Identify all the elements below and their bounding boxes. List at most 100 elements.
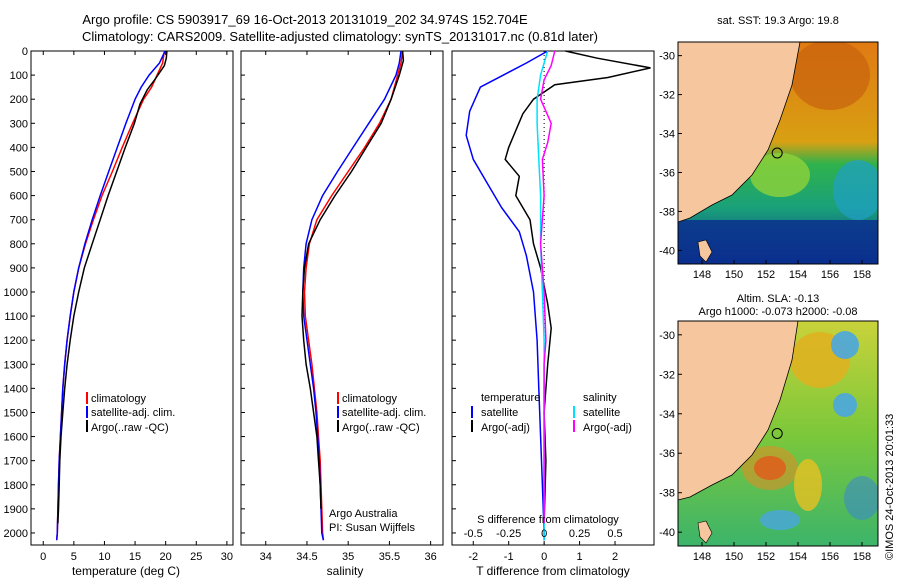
latitude-label: -40 xyxy=(659,245,675,257)
temperature-panel: 0100200300400500600700800900100011001200… xyxy=(4,46,234,578)
sla-map-axes: 148 150 152 154 156 158 -30 -32 -34 -36 -38 -40 xyxy=(659,330,871,563)
sst-cold-band xyxy=(678,220,878,264)
x-tick-label: 36 xyxy=(425,551,437,563)
australia-land xyxy=(678,321,798,500)
x-tick-label: 0 xyxy=(40,551,46,563)
y-tick-label: 1100 xyxy=(4,311,28,323)
series-line xyxy=(539,50,556,524)
x-tick-label: -2 xyxy=(468,551,478,563)
x-tick-label: 0 xyxy=(541,551,547,563)
y-tick-label: 1600 xyxy=(4,432,28,444)
sla-map-title-1: Altim. SLA: -0.13 xyxy=(737,293,820,305)
imos-timestamp: ©IMOS 24-Oct-2013 20:01:33 xyxy=(884,414,896,560)
x-tick-label: 25 xyxy=(190,551,202,563)
legend-label-t-satellite: satellite xyxy=(481,407,518,419)
x-tick-label: 10 xyxy=(98,551,110,563)
y-tick-label: 700 xyxy=(10,215,28,227)
x-tick-label: 34 xyxy=(260,551,272,563)
coastline xyxy=(678,42,801,223)
s-tick-label: 0.5 xyxy=(607,528,622,540)
x-tick-label: 20 xyxy=(160,551,172,563)
x-tick-label: 35.5 xyxy=(379,551,400,563)
y-tick-label: 1700 xyxy=(4,456,28,468)
temperature-axes-box xyxy=(30,50,234,546)
sst-blue-patch xyxy=(833,160,878,220)
longitude-label: 158 xyxy=(853,551,871,563)
legend-label-s-satellite: satellite xyxy=(583,407,620,419)
longitude-label: 150 xyxy=(725,269,743,281)
longitude-label: 150 xyxy=(725,551,743,563)
s-tick-label: 0.25 xyxy=(569,528,590,540)
latitude-label: -34 xyxy=(659,129,675,141)
coastline xyxy=(678,321,799,501)
x-tick-label: 35 xyxy=(342,551,354,563)
latitude-label: -38 xyxy=(659,206,675,218)
sla-low-4 xyxy=(844,476,878,520)
sst-map-title: sat. SST: 19.3 Argo: 19.8 xyxy=(717,15,839,27)
x-tick-label: 1 xyxy=(577,551,583,563)
longitude-label: 148 xyxy=(693,269,711,281)
x-tick-label: 15 xyxy=(129,551,141,563)
sla-high-2 xyxy=(794,459,822,511)
y-tick-label: 1800 xyxy=(4,480,28,492)
longitude-label: 156 xyxy=(821,551,839,563)
legend-title-temperature: temperature xyxy=(481,392,540,404)
series-line xyxy=(504,50,651,524)
latitude-label: -32 xyxy=(659,369,675,381)
x-tick-label: 5 xyxy=(71,551,77,563)
y-tick-label: 1500 xyxy=(4,407,28,419)
salinity-axes-box xyxy=(240,50,444,546)
y-tick-label: 1400 xyxy=(4,383,28,395)
sla-map-image xyxy=(678,321,878,546)
sla-low-2 xyxy=(833,393,857,417)
y-tick-label: 500 xyxy=(10,166,28,178)
longitude-label: 148 xyxy=(693,551,711,563)
y-tick-label: 800 xyxy=(10,239,28,251)
x-tick-label: -1 xyxy=(504,551,514,563)
x-tick-label: 34.5 xyxy=(296,551,317,563)
sla-low-3 xyxy=(760,510,800,530)
t-difference-xlabel: T difference from climatology xyxy=(476,564,630,578)
sla-map-title-2: Argo h1000: -0.073 h2000: -0.08 xyxy=(698,306,857,318)
sst-warm-eddy xyxy=(790,42,870,110)
series-line xyxy=(465,50,549,541)
temperature-legend: climatology satellite-adj. clim. Argo(..… xyxy=(86,392,175,434)
longitude-label: 154 xyxy=(789,269,807,281)
latitude-label: -30 xyxy=(659,330,675,342)
legend-label-t-argo: Argo(-adj) xyxy=(481,422,530,434)
y-tick-label: 0 xyxy=(22,46,28,58)
argo-float-marker xyxy=(771,428,783,439)
series-line xyxy=(57,50,168,524)
s-tick-label: -0.25 xyxy=(496,528,521,540)
y-tick-label: 1300 xyxy=(4,359,28,371)
longitude-label: 154 xyxy=(789,551,807,563)
sst-map-image xyxy=(678,42,878,264)
tasmania-land xyxy=(697,239,713,263)
s-tick-label: 0 xyxy=(541,528,547,540)
y-tick-label: 400 xyxy=(10,142,28,154)
salinity-panel: 34 34.5 35 35.5 36 salinity climatology sate… xyxy=(240,50,444,578)
longitude-label: 152 xyxy=(757,551,775,563)
y-tick-label: 900 xyxy=(10,263,28,275)
y-tick-label: 2000 xyxy=(4,528,28,540)
legend-label-climatology: climatology xyxy=(91,393,147,405)
x-tick-label: 30 xyxy=(221,551,233,563)
salinity-xlabel: salinity xyxy=(327,564,364,578)
legend-label-argo: Argo(..raw -QC) xyxy=(342,422,420,434)
series-line xyxy=(301,50,405,509)
legend-label-s-argo: Argo(-adj) xyxy=(583,422,632,434)
latitude-label: -30 xyxy=(659,51,675,63)
latitude-label: -38 xyxy=(659,488,675,500)
legend-label-climatology: climatology xyxy=(342,393,398,405)
latitude-label: -36 xyxy=(659,167,675,179)
sla-low-1 xyxy=(831,331,859,359)
australia-land xyxy=(678,42,800,222)
y-tick-label: 1200 xyxy=(4,335,28,347)
latitude-label: -40 xyxy=(659,527,675,539)
s-tick-label: -0.5 xyxy=(464,528,483,540)
annotation-argo-australia: Argo Australia xyxy=(329,508,398,520)
y-tick-label: 100 xyxy=(10,70,28,82)
sst-map: sat. SST: 19.3 Argo: 19.8 148 150 152 154 15… xyxy=(659,15,879,281)
depth-axis: 0 100 200 300 400 500 600 700 800 900 1000 1100 1200… xyxy=(4,46,35,540)
